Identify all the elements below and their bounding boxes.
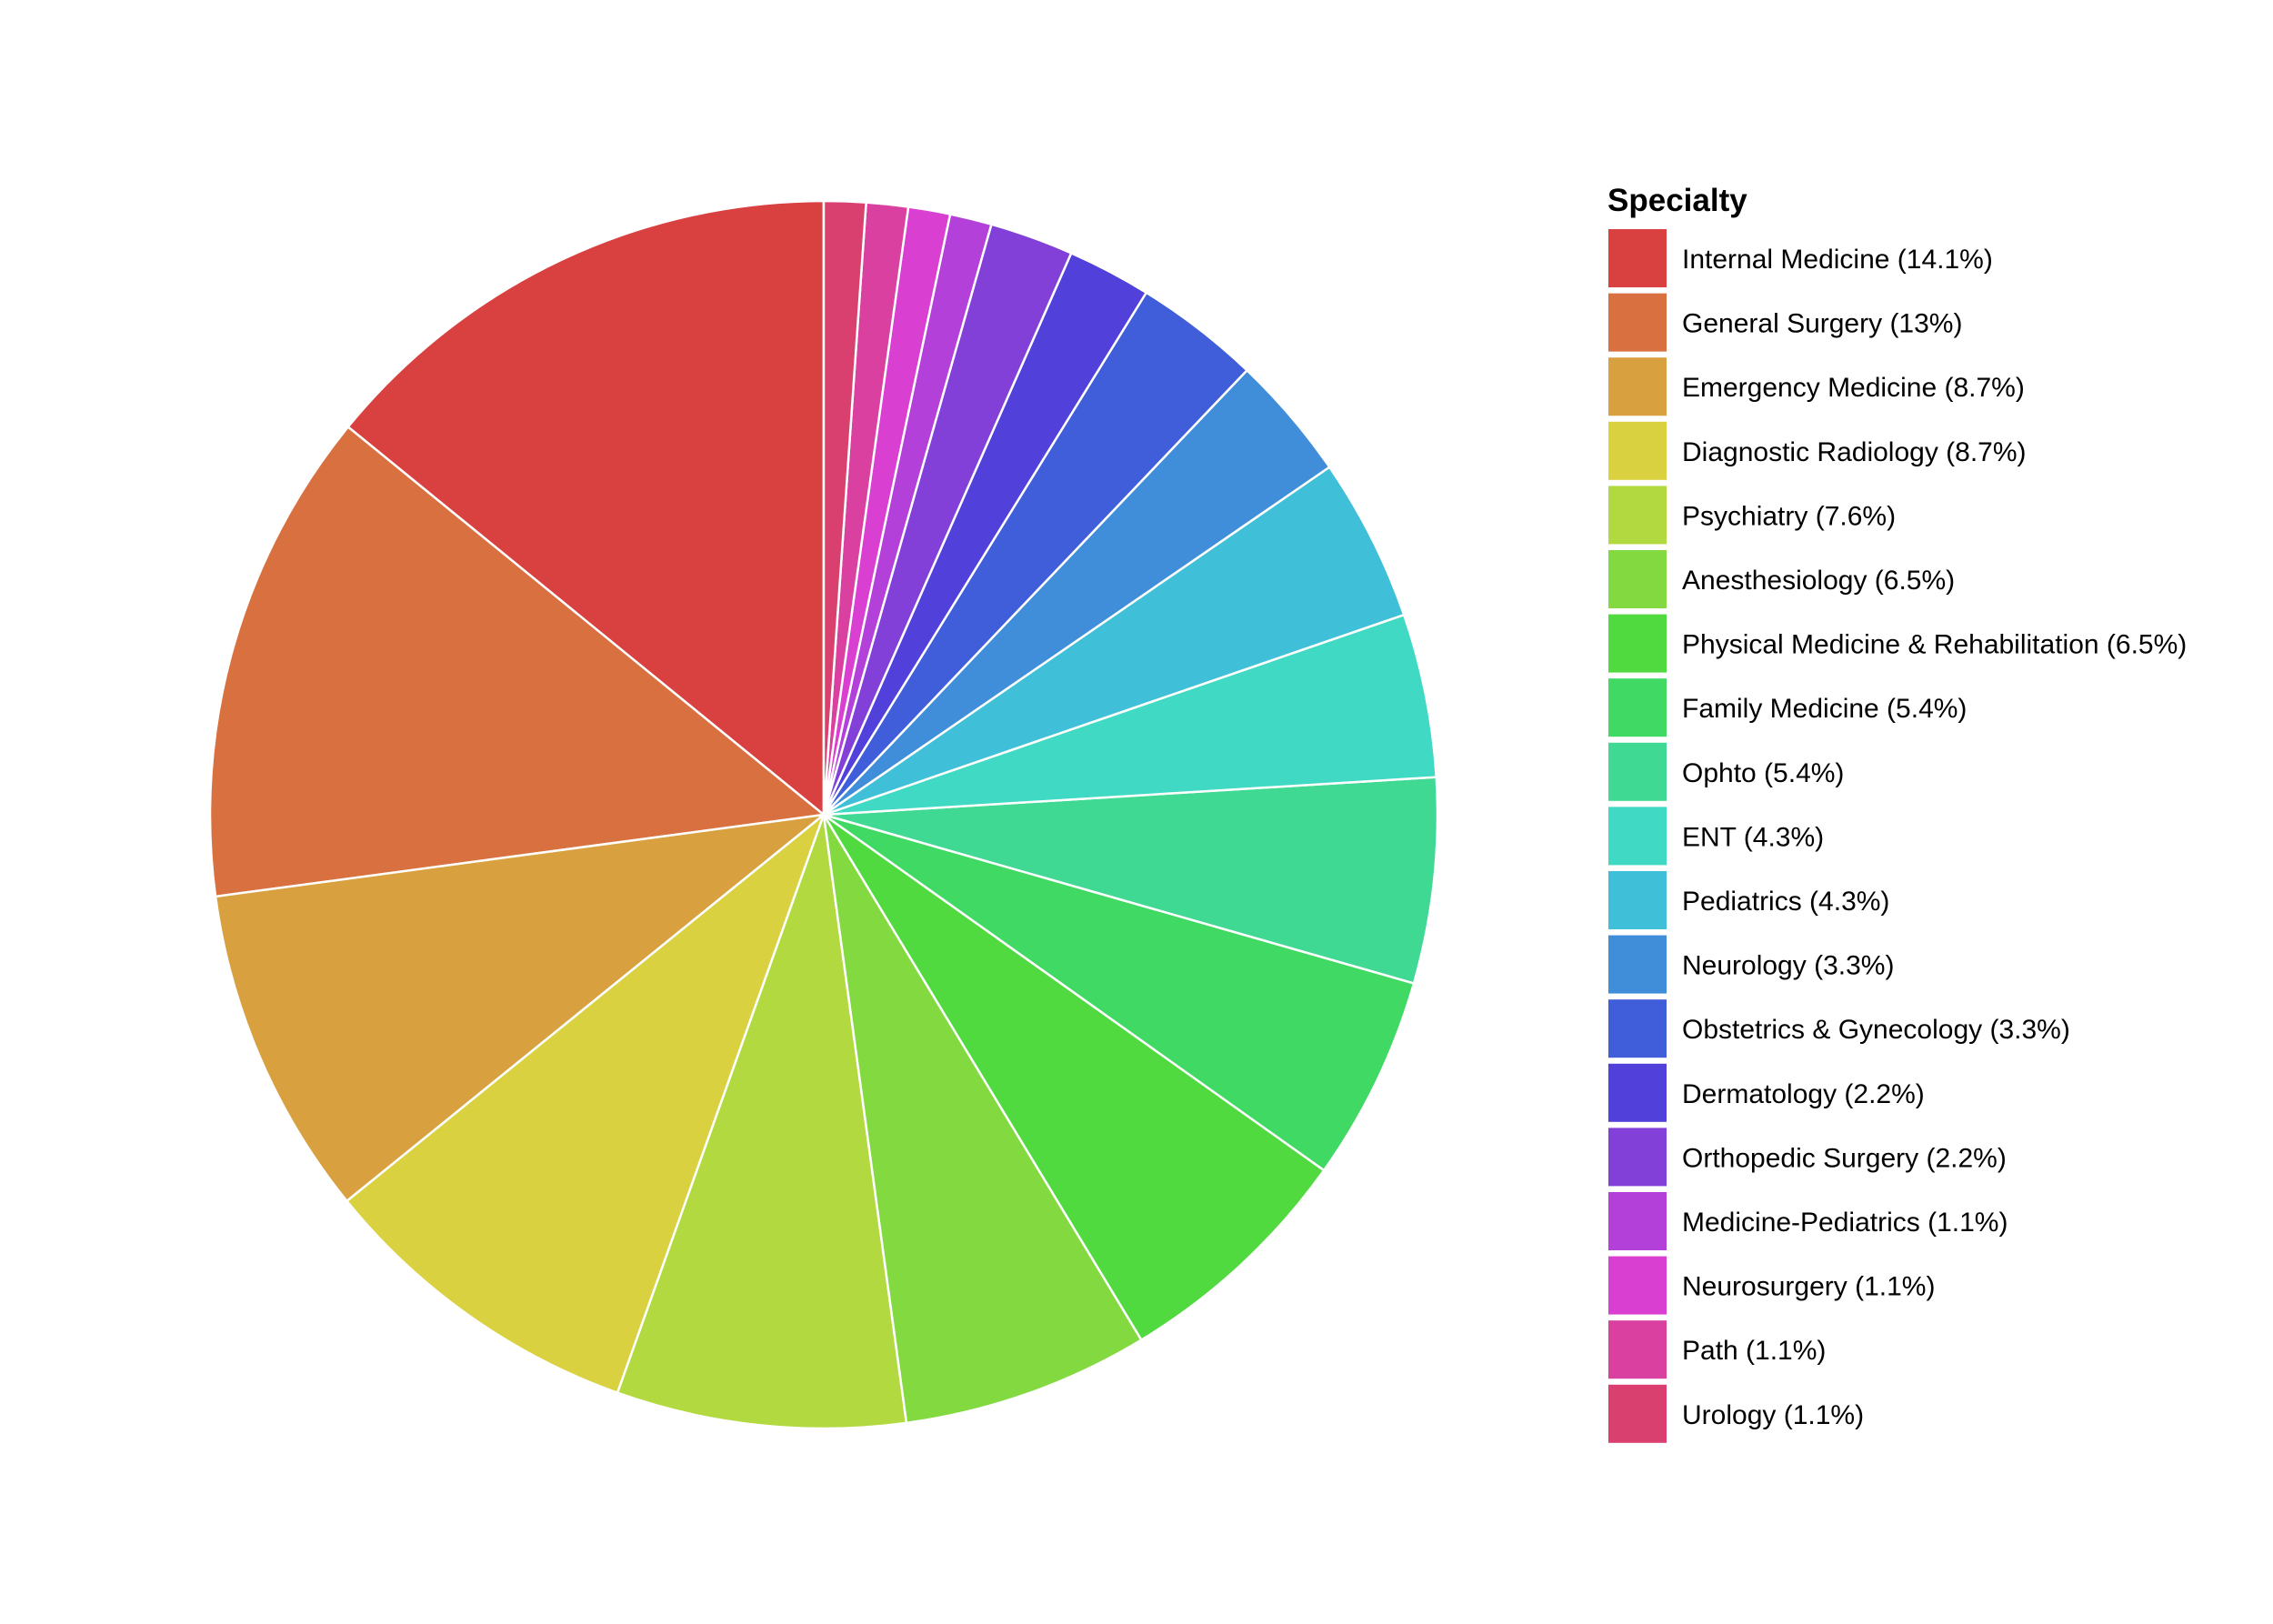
legend-label-3: Diagnostic Radiology (8.7%)	[1682, 437, 2027, 467]
legend-swatch-13	[1607, 1061, 1668, 1124]
legend-label-13: Dermatology (2.2%)	[1682, 1079, 1925, 1109]
pie-slice-0	[346, 199, 826, 817]
legend-swatch-14	[1607, 1126, 1668, 1188]
pie-slice-18	[822, 199, 867, 817]
legend-label-5: Anesthesiology (6.5%)	[1682, 566, 1955, 596]
legend-item: Urology (1.1%)	[1607, 1382, 1864, 1445]
legend-swatch-1	[1607, 291, 1668, 354]
legend-swatch-12	[1607, 997, 1668, 1060]
legend-item: Emergency Medicine (8.7%)	[1607, 356, 2025, 418]
legend-label-0: Internal Medicine (14.1%)	[1682, 245, 1993, 275]
pie-slice-10	[822, 466, 1406, 817]
legend-swatch-16	[1607, 1254, 1668, 1317]
legend-label-8: Ophto (5.4%)	[1682, 758, 1844, 788]
legend-item: Medicine-Pediatrics (1.1%)	[1607, 1190, 2008, 1252]
legend-swatch-0	[1607, 227, 1668, 289]
pie-slice-2	[214, 813, 826, 1203]
legend-label-14: Orthopedic Surgery (2.2%)	[1682, 1143, 2007, 1173]
legend-label-16: Neurosurgery (1.1%)	[1682, 1272, 1935, 1302]
legend-label-18: Urology (1.1%)	[1682, 1400, 1864, 1430]
legend-item: Obstetrics & Gynecology (3.3%)	[1607, 997, 2070, 1060]
pie-slice-3	[345, 813, 826, 1394]
legend-swatch-9	[1607, 805, 1668, 867]
legend-swatch-4	[1607, 484, 1668, 546]
legend-item: Anesthesiology (6.5%)	[1607, 548, 1955, 610]
legend-swatch-18	[1607, 1382, 1668, 1445]
legend-item: Diagnostic Radiology (8.7%)	[1607, 419, 2027, 482]
legend-swatch-2	[1607, 356, 1668, 418]
legend-label-9: ENT (4.3%)	[1682, 822, 1824, 852]
pie-slice-7	[822, 813, 1416, 1172]
legend-item: Family Medicine (5.4%)	[1607, 677, 1967, 739]
legend-item: Internal Medicine (14.1%)	[1607, 227, 1993, 289]
legend-item: Ophto (5.4%)	[1607, 740, 1844, 803]
legend: Specialty Internal Medicine (14.1%) Gener…	[1607, 183, 2187, 1445]
legend-item: Physical Medicine & Rehabilitation (6.5%…	[1607, 612, 2187, 675]
legend-title: Specialty	[1607, 183, 1747, 218]
legend-item: Orthopedic Surgery (2.2%)	[1607, 1126, 2007, 1188]
legend-item: General Surgery (13%)	[1607, 291, 1962, 354]
legend-swatch-11	[1607, 933, 1668, 996]
legend-swatch-10	[1607, 869, 1668, 931]
legend-item: Neurology (3.3%)	[1607, 933, 1894, 996]
legend-swatch-3	[1607, 419, 1668, 482]
legend-label-7: Family Medicine (5.4%)	[1682, 694, 1967, 724]
pie-slice-4	[616, 813, 908, 1430]
pie-slice-8	[822, 776, 1439, 985]
legend-swatch-15	[1607, 1190, 1668, 1252]
legend-label-10: Pediatrics (4.3%)	[1682, 887, 1889, 917]
legend-swatch-7	[1607, 677, 1668, 739]
legend-item: Path (1.1%)	[1607, 1318, 1826, 1381]
legend-label-12: Obstetrics & Gynecology (3.3%)	[1682, 1015, 2070, 1045]
legend-label-17: Path (1.1%)	[1682, 1336, 1826, 1366]
legend-swatch-8	[1607, 740, 1668, 803]
legend-items: Internal Medicine (14.1%) General Surgery…	[1607, 227, 2187, 1445]
pie-slice-6	[822, 813, 1326, 1341]
legend-item: Neurosurgery (1.1%)	[1607, 1254, 1935, 1317]
legend-label-15: Medicine-Pediatrics (1.1%)	[1682, 1208, 2008, 1238]
legend-item: Psychiatry (7.6%)	[1607, 484, 1896, 546]
pie-slice-5	[822, 813, 1143, 1425]
legend-item: Dermatology (2.2%)	[1607, 1061, 1925, 1124]
legend-label-1: General Surgery (13%)	[1682, 309, 1962, 339]
legend-label-4: Psychiatry (7.6%)	[1682, 501, 1896, 531]
legend-label-11: Neurology (3.3%)	[1682, 951, 1894, 981]
pie-slice-9	[822, 613, 1437, 817]
legend-swatch-5	[1607, 548, 1668, 610]
legend-label-2: Emergency Medicine (8.7%)	[1682, 373, 2025, 403]
pie-slice-1	[208, 426, 826, 898]
legend-swatch-6	[1607, 612, 1668, 675]
legend-swatch-17	[1607, 1318, 1668, 1381]
legend-item: ENT (4.3%)	[1607, 805, 1824, 867]
legend-item: Pediatrics (4.3%)	[1607, 869, 1889, 931]
legend-label-6: Physical Medicine & Rehabilitation (6.5%…	[1682, 630, 2187, 660]
pie-slices	[208, 199, 1439, 1430]
